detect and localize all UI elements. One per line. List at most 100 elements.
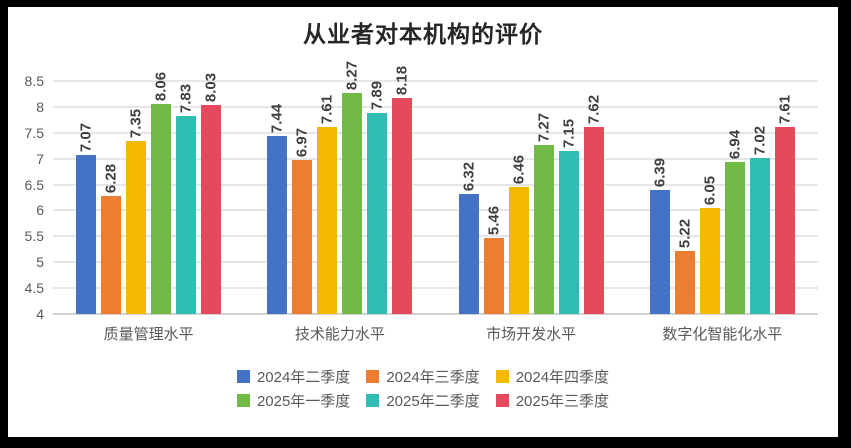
bar-slot: 5.22 [674, 81, 695, 314]
bar [483, 238, 504, 314]
bar [724, 161, 745, 314]
bar-slot: 8.03 [201, 73, 222, 314]
legend-item: 2024年四季度 [495, 366, 609, 387]
bar-slot: 6.97 [292, 81, 313, 314]
bar-value-label: 6.94 [726, 129, 744, 159]
bar [508, 186, 529, 314]
bar-value-label: 7.35 [127, 108, 145, 138]
gridline [53, 209, 818, 212]
bar [342, 92, 363, 314]
x-axis-line [53, 313, 818, 315]
bar-slot: 6.46 [508, 81, 529, 314]
bar-value-label: 5.46 [485, 206, 503, 236]
x-category-label: 数字化智能化水平 [662, 326, 783, 343]
legend-label: 2025年一季度 [256, 393, 351, 410]
bar-group: 7.07 6.28 7.35 8.06 7.83 8.03 [53, 72, 244, 314]
legend-label: 2025年二季度 [386, 393, 480, 410]
bar-value-label: 7.44 [268, 103, 286, 133]
y-axis: 8.5 8 7.5 7 6.5 6 5.5 5 4.5 4 [8, 73, 48, 322]
bar-value-label: 7.07 [77, 122, 95, 153]
legend-item: 2024年二季度 [236, 366, 351, 387]
bar-slot: 7.61 [317, 81, 338, 314]
bar-slot: 7.07 [76, 81, 97, 314]
gridline [53, 183, 818, 186]
y-tick-label: 6 [36, 202, 44, 219]
y-tick-label: 7.5 [24, 124, 44, 141]
legend-swatch-icon [366, 370, 380, 383]
gridline [53, 235, 818, 238]
bar-value-label: 7.02 [751, 125, 769, 155]
bar [392, 97, 413, 314]
bar [774, 127, 795, 314]
legend-swatch-icon [366, 394, 380, 407]
y-tick-label: 4.5 [24, 280, 44, 297]
gridline [53, 287, 818, 290]
bar [458, 193, 479, 314]
bar-value-label: 7.61 [318, 94, 336, 125]
bar [699, 207, 720, 314]
bar-group: 6.39 5.22 6.05 6.94 7.02 7.61 [627, 81, 818, 314]
bar-slot: 6.94 [724, 81, 745, 314]
y-tick-label: 5 [36, 254, 44, 271]
y-tick-label: 8.5 [24, 73, 44, 89]
chart-canvas: 从业者对本机构的评价 8.5 8 7.5 7 6.5 6 5.5 5 4.5 4 7.07 6.28… [8, 7, 838, 437]
bar-group: 7.44 6.97 7.61 8.27 7.89 8.18 [244, 61, 435, 314]
bar-value-label: 6.28 [102, 163, 120, 194]
bar-value-label: 8.06 [152, 71, 170, 101]
bar [583, 126, 604, 314]
bar-slot: 6.32 [458, 81, 479, 314]
x-category-label: 技术能力水平 [294, 326, 385, 343]
bar-slot: 7.83 [176, 81, 197, 314]
legend-swatch-icon [236, 394, 250, 407]
bar-value-label: 7.89 [368, 80, 386, 110]
bar-value-label: 7.62 [585, 94, 603, 124]
bar-slot: 7.35 [126, 81, 147, 314]
legend-item: 2025年一季度 [236, 390, 351, 411]
bar-value-label: 5.22 [676, 218, 694, 248]
bar [533, 144, 554, 314]
bar-slot: 6.39 [649, 81, 670, 314]
bar [674, 250, 695, 314]
bar [76, 155, 97, 314]
bar-slot: 5.46 [483, 81, 504, 314]
legend-label: 2024年二季度 [256, 369, 351, 386]
bar [101, 195, 122, 314]
legend-row: 2024年二季度 2024年三季度 2024年四季度 [236, 366, 609, 387]
bar-group: 6.32 5.46 6.46 7.27 7.15 7.62 [436, 81, 627, 314]
bar-slot: 7.15 [558, 81, 579, 314]
gridline [53, 105, 818, 108]
x-category-label: 质量管理水平 [103, 326, 194, 343]
bar-value-label: 6.46 [510, 154, 528, 184]
bar-groups: 7.07 6.28 7.35 8.06 7.83 8.03 7.44 6.97 7.61 8.27… [53, 61, 818, 314]
legend-swatch-icon [495, 370, 509, 383]
bar-slot: 7.61 [774, 81, 795, 314]
bar-slot: 8.18 [392, 65, 413, 314]
gridline [53, 131, 818, 134]
gridline [53, 80, 818, 82]
y-tick-label: 8 [36, 98, 44, 115]
bar-slot: 7.27 [533, 81, 554, 314]
bar-value-label: 6.97 [293, 128, 311, 158]
legend-item: 2024年三季度 [366, 366, 480, 387]
bar-slot: 8.06 [151, 72, 172, 314]
bar-slot: 8.27 [342, 61, 363, 314]
bar-slot: 7.44 [267, 81, 288, 314]
legend-swatch-icon [495, 394, 509, 407]
bar [201, 105, 222, 314]
legend-item: 2025年三季度 [495, 390, 609, 411]
legend-row: 2025年一季度 2025年二季度 2025年三季度 [236, 390, 609, 411]
bar-slot: 7.62 [583, 81, 604, 314]
bar [126, 140, 147, 314]
chart-title: 从业者对本机构的评价 [303, 22, 543, 47]
x-category-label: 市场开发水平 [486, 326, 577, 343]
bar-slot: 7.89 [367, 80, 388, 314]
legend: 2024年二季度 2024年三季度 2024年四季度 2025年一季度 2025年二季度… [8, 366, 838, 411]
legend-label: 2024年三季度 [386, 369, 480, 386]
plot-area: 7.07 6.28 7.35 8.06 7.83 8.03 7.44 6.97 7.61 8.27… [53, 61, 818, 315]
bar [317, 127, 338, 314]
bar [267, 135, 288, 314]
bar [558, 150, 579, 314]
gridline [53, 157, 818, 160]
bar-value-label: 8.03 [202, 73, 220, 103]
